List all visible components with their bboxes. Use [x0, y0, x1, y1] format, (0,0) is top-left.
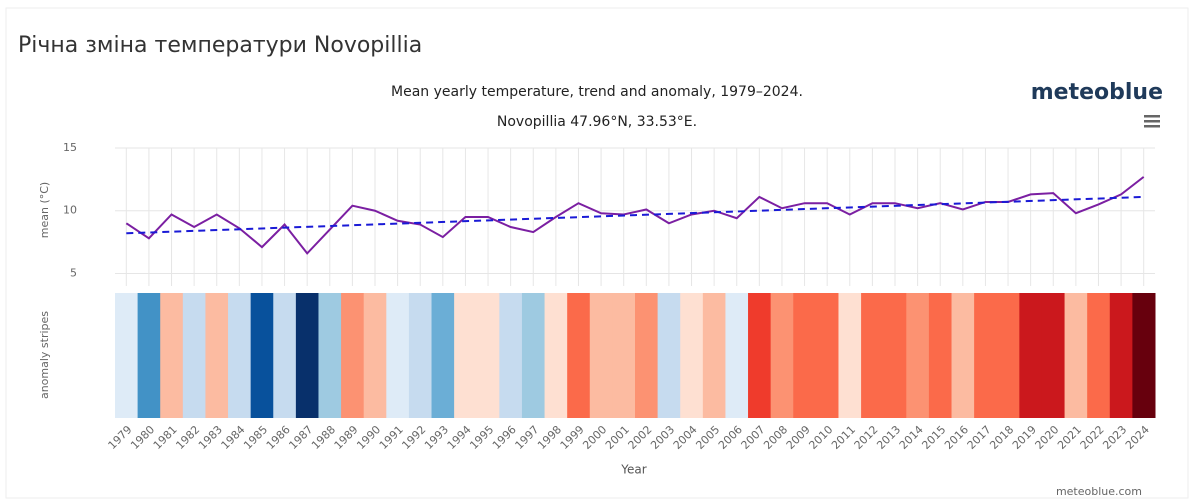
anomaly-stripe — [544, 293, 568, 418]
anomaly-stripe — [1087, 293, 1111, 418]
anomaly-stripe — [793, 293, 817, 418]
anomaly-stripe — [770, 293, 794, 418]
y-tick-label: 10 — [63, 204, 77, 217]
y-axis-label: mean (°C) — [38, 182, 51, 238]
anomaly-stripe — [318, 293, 342, 418]
anomaly-stripe — [861, 293, 885, 418]
anomaly-stripe — [115, 293, 139, 418]
stripes-label: anomaly stripes — [38, 311, 51, 399]
anomaly-stripe — [748, 293, 772, 418]
anomaly-stripe — [408, 293, 433, 418]
anomaly-stripe — [702, 293, 726, 418]
anomaly-stripe — [1019, 293, 1043, 418]
trend-line — [126, 195, 1144, 235]
anomaly-stripe — [205, 293, 229, 418]
card — [5, 7, 1189, 499]
anomaly-stripe — [883, 293, 907, 418]
anomaly-stripe — [499, 293, 523, 418]
anomaly-stripe — [680, 293, 704, 418]
anomaly-stripe — [635, 293, 659, 418]
anomaly-stripe — [1132, 293, 1156, 418]
menu-icon[interactable] — [1144, 115, 1160, 128]
footer-link[interactable]: meteoblue.com — [1056, 485, 1142, 498]
y-tick-label: 5 — [70, 266, 77, 279]
anomaly-stripe — [386, 293, 410, 418]
anomaly-stripe — [589, 293, 613, 418]
anomaly-stripe — [996, 293, 1020, 418]
anomaly-stripe — [273, 293, 297, 418]
anomaly-stripe — [906, 293, 930, 418]
anomaly-stripe — [476, 293, 500, 418]
anomaly-stripe — [1109, 293, 1133, 418]
anomaly-stripe — [838, 293, 862, 418]
anomaly-stripe — [228, 293, 252, 418]
anomaly-stripe — [725, 293, 749, 418]
data-line — [125, 176, 1145, 255]
anomaly-stripe — [182, 293, 206, 418]
anomaly-stripe — [454, 293, 478, 418]
anomaly-stripe — [1041, 293, 1066, 418]
anomaly-stripe — [815, 293, 839, 418]
anomaly-stripe — [363, 293, 387, 418]
y-tick-label: 15 — [63, 141, 77, 154]
anomaly-stripe — [137, 293, 161, 418]
anomaly-stripe — [657, 293, 681, 418]
brand-logo: meteoblue — [1031, 80, 1163, 105]
anomaly-stripe — [612, 293, 636, 418]
anomaly-stripe — [341, 293, 365, 418]
anomaly-stripe — [974, 293, 998, 418]
anomaly-stripe — [160, 293, 184, 418]
chart-title: Mean yearly temperature, trend and anoma… — [391, 84, 803, 100]
anomaly-stripe — [951, 293, 975, 418]
anomaly-stripe — [295, 293, 319, 418]
anomaly-stripe — [928, 293, 953, 418]
anomaly-stripe — [250, 293, 274, 418]
page-title: Річна зміна температури Novopillia — [18, 33, 422, 58]
anomaly-stripe — [1064, 293, 1088, 418]
anomaly-stripe — [431, 293, 455, 418]
anomaly-stripe — [567, 293, 591, 418]
x-axis-label: Year — [620, 463, 646, 477]
anomaly-stripe — [521, 293, 546, 418]
chart-subtitle: Novopillia 47.96°N, 33.53°E. — [497, 114, 697, 130]
